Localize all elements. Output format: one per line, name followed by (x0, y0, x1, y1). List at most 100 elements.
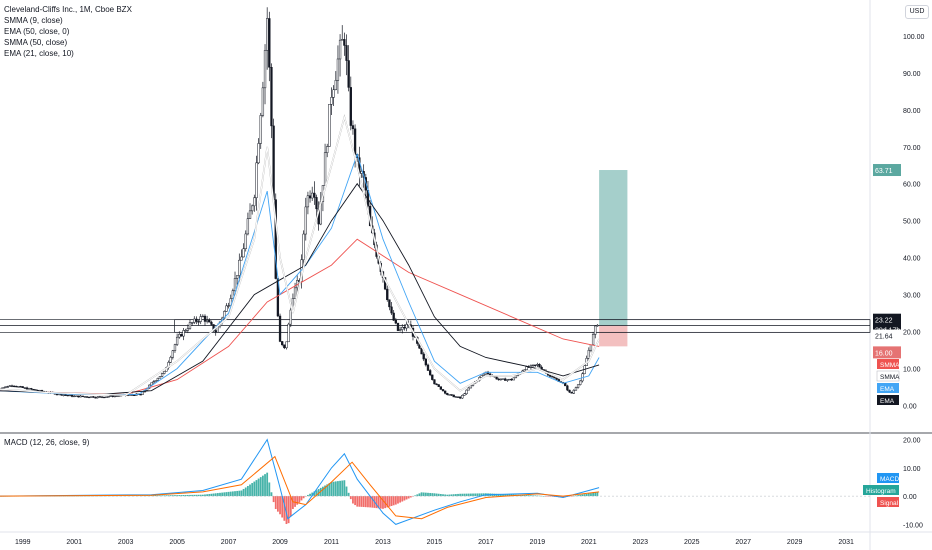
candle-body (268, 18, 271, 68)
histogram-bar (163, 495, 166, 497)
histogram-bar (253, 481, 256, 497)
candle-body (293, 287, 297, 299)
candle-body (353, 128, 357, 155)
macd-tag-0: MACD (880, 476, 899, 483)
candle-body (133, 394, 136, 396)
candle-body (4, 386, 7, 388)
histogram-bar (525, 495, 528, 497)
candle-body (428, 370, 432, 376)
candle-body (17, 386, 20, 388)
candle-body (349, 87, 352, 126)
candle-body (169, 357, 172, 363)
histogram-bar (225, 492, 228, 497)
candle-body (8, 385, 12, 387)
histogram-bar (332, 481, 335, 497)
candle-body (98, 396, 102, 398)
candle-body (392, 312, 395, 321)
legend-ema50[interactable]: EMA (50, close, 0) (4, 27, 70, 36)
candle-body (531, 364, 535, 366)
legend-smma50[interactable]: SMMA (50, close) (4, 38, 68, 47)
candle-body (341, 39, 344, 41)
histogram-bar (478, 493, 481, 497)
candle-body (25, 387, 29, 390)
candle-body (210, 321, 213, 325)
candle-body (443, 390, 447, 394)
histogram-bar (562, 496, 564, 498)
candle-body (431, 374, 434, 380)
histogram-bar (283, 496, 286, 521)
histogram-bar (347, 492, 350, 497)
candle-body (94, 397, 97, 399)
histogram-bar (246, 486, 249, 497)
histogram-bar (208, 494, 211, 497)
histogram-bar (324, 485, 326, 497)
histogram-bar (527, 495, 530, 497)
ema21-line (0, 152, 600, 395)
macd-tick-label-2: 0.00 (903, 494, 917, 501)
candle-body (23, 387, 27, 389)
x-tick-label-13: 2025 (684, 539, 700, 546)
candle-body (28, 388, 31, 390)
histogram-bar (270, 492, 273, 497)
candle-body (351, 125, 355, 130)
histogram-bar (352, 496, 354, 504)
candle-body (336, 58, 340, 81)
candle-body (253, 197, 256, 207)
candle-body (92, 396, 95, 398)
macd-tag-1: Histogram (866, 488, 896, 495)
histogram-bar (167, 495, 170, 497)
histogram-bar (495, 493, 498, 497)
histogram-bar (448, 494, 451, 497)
candle-body (150, 382, 153, 386)
candles (0, 7, 599, 400)
histogram-bar (590, 493, 592, 497)
candle-body (323, 152, 327, 186)
candle-body (497, 378, 500, 381)
histogram-bar (414, 495, 417, 497)
legend-ema21[interactable]: EMA (21, close, 10) (4, 49, 74, 58)
candle-body (34, 389, 37, 391)
histogram-bar (199, 494, 202, 497)
histogram-bar (264, 474, 266, 497)
candle-body (572, 389, 575, 394)
x-tick-label-10: 2019 (530, 539, 546, 546)
candle-body (536, 364, 539, 366)
candle-body (555, 377, 558, 380)
histogram-bar (439, 494, 442, 497)
candle-body (85, 396, 89, 398)
histogram-bar (210, 493, 213, 497)
y-tick-label-9: 90.00 (903, 71, 921, 78)
badge-last-price-bg (873, 313, 901, 326)
candle-body (467, 387, 470, 391)
candle-body (103, 396, 106, 399)
candle-body (188, 322, 192, 329)
histogram-bar (298, 496, 301, 503)
histogram-bar (585, 493, 588, 497)
smma50-line (0, 238, 600, 395)
badge-last-price: 23.22 (875, 318, 893, 325)
histogram-bar (279, 496, 281, 515)
candle-body (424, 358, 427, 366)
histogram-bar (238, 490, 241, 497)
x-tick-label-12: 2023 (632, 539, 648, 546)
histogram-bar (480, 493, 483, 497)
currency-badge[interactable]: USD (905, 5, 929, 19)
candle-body (15, 385, 18, 388)
badge-target: 63.71 (875, 168, 893, 175)
histogram-bar (371, 496, 374, 508)
x-tick-label-2: 2003 (118, 539, 134, 546)
histogram-bar (467, 493, 470, 497)
candle-body (283, 344, 286, 349)
candle-body (113, 395, 117, 397)
legend-smma9[interactable]: SMMA (9, close) (4, 16, 63, 25)
candle-body (21, 386, 24, 388)
macd-legend[interactable]: MACD (12, 26, close, 9) (4, 438, 90, 447)
histogram-bar (523, 494, 526, 497)
histogram-bar (407, 496, 410, 499)
histogram-bar (182, 495, 185, 497)
histogram-bar (204, 494, 206, 497)
y-tick-label-4: 40.00 (903, 256, 921, 263)
badge-entry-bg (873, 329, 901, 342)
histogram-bar (171, 495, 174, 497)
